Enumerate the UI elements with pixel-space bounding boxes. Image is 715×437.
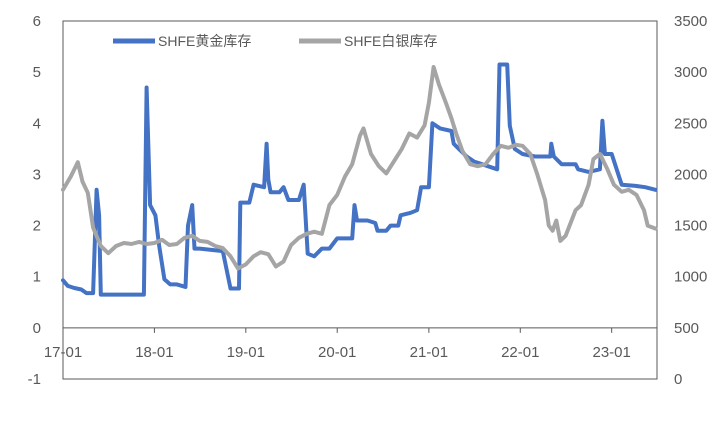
y-left-tick-label: 2 — [33, 218, 41, 235]
x-tick-label: 18-01 — [135, 344, 173, 361]
x-tick-label: 19-01 — [227, 344, 265, 361]
x-tick-label: 20-01 — [318, 344, 356, 361]
y-left-tick-label: -1 — [28, 371, 41, 388]
x-tick-label: 23-01 — [592, 344, 630, 361]
legend-label: SHFE白银库存 — [344, 33, 437, 49]
y-left-tick-label: 1 — [33, 269, 41, 286]
y-left-tick-label: 3 — [33, 166, 41, 183]
y-right-tick-label: 1500 — [674, 218, 707, 235]
x-tick-label: 17-01 — [44, 344, 82, 361]
plot-frame — [62, 20, 658, 380]
y-right-tick-label: 3000 — [674, 64, 707, 81]
y-right-tick-label: 2000 — [674, 166, 707, 183]
y-left-tick-label: 6 — [33, 13, 41, 30]
y-right-tick-label: 0 — [674, 371, 682, 388]
y-right-tick-label: 500 — [674, 320, 699, 337]
y-left-tick-label: 0 — [33, 320, 41, 337]
y-right-tick-label: 2500 — [674, 115, 707, 132]
x-tick-label: 22-01 — [501, 344, 539, 361]
legend-label: SHFE黄金库存 — [158, 33, 251, 49]
x-tick-label: 21-01 — [410, 344, 448, 361]
y-left-tick-label: 5 — [33, 64, 41, 81]
y-left-tick-label: 4 — [33, 115, 41, 132]
y-right-tick-label: 3500 — [674, 13, 707, 30]
y-right-tick-label: 1000 — [674, 269, 707, 286]
series-line-silver — [61, 65, 658, 271]
series-line-gold — [61, 62, 658, 297]
